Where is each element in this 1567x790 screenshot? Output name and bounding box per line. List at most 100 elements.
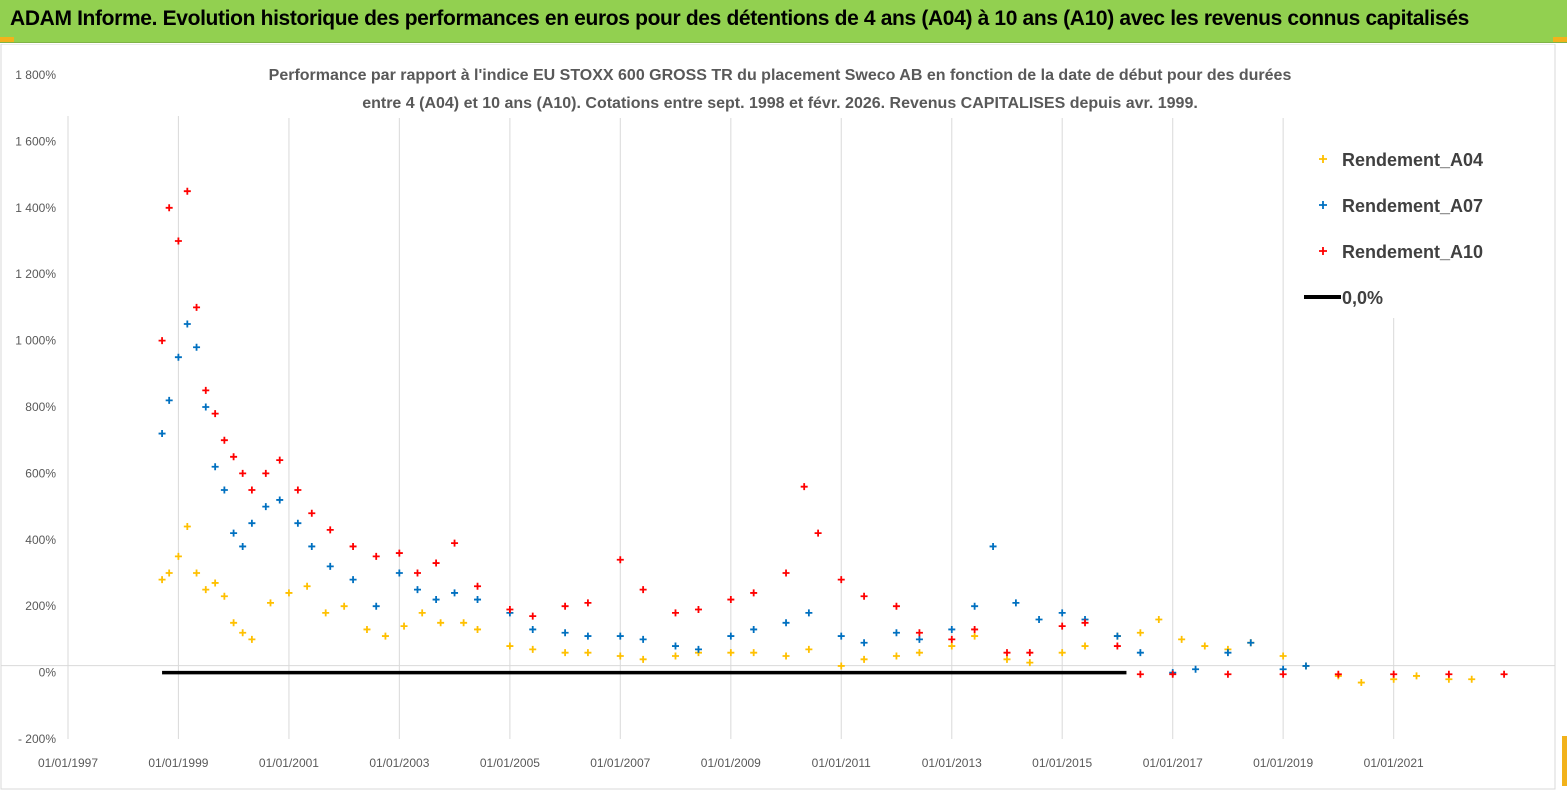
data-point xyxy=(165,569,173,577)
legend-marker-a07 xyxy=(1319,201,1327,209)
data-point xyxy=(1003,649,1011,657)
data-point xyxy=(266,599,274,607)
data-point xyxy=(1445,670,1453,678)
data-point xyxy=(220,486,228,494)
y-tick-label: 1 000% xyxy=(15,334,56,348)
data-point xyxy=(1026,659,1034,667)
data-point xyxy=(561,649,569,657)
data-point xyxy=(418,609,426,617)
data-point xyxy=(837,662,845,670)
data-point xyxy=(437,619,445,627)
data-point xyxy=(395,549,403,557)
data-point xyxy=(782,569,790,577)
data-point xyxy=(837,632,845,640)
data-point xyxy=(971,632,979,640)
data-point xyxy=(584,599,592,607)
data-point xyxy=(529,645,537,653)
data-point xyxy=(308,542,316,550)
chart-title-line-2: entre 4 (A04) et 10 ans (A10). Cotations… xyxy=(362,95,1198,112)
data-point xyxy=(211,463,219,471)
x-tick-label: 01/01/2007 xyxy=(590,756,650,770)
data-point xyxy=(1136,629,1144,637)
data-point xyxy=(727,596,735,604)
data-point xyxy=(727,632,735,640)
data-point xyxy=(506,642,514,650)
data-point xyxy=(616,632,624,640)
series-rendement-a04 xyxy=(158,523,1476,687)
x-tick-label: 01/01/2013 xyxy=(922,756,982,770)
y-tick-label: 200% xyxy=(25,599,56,613)
legend-marker-a04 xyxy=(1319,155,1327,163)
data-point xyxy=(805,645,813,653)
y-tick-label: - 200% xyxy=(18,732,56,746)
data-point xyxy=(915,629,923,637)
x-tick-label: 01/01/2019 xyxy=(1253,756,1313,770)
data-point xyxy=(158,337,166,345)
data-point xyxy=(1468,675,1476,683)
data-point xyxy=(915,649,923,657)
data-point xyxy=(1136,670,1144,678)
x-tick-label: 01/01/1999 xyxy=(148,756,208,770)
data-point xyxy=(989,542,997,550)
x-tick-label: 01/01/2011 xyxy=(812,756,871,770)
data-point xyxy=(915,635,923,643)
data-point xyxy=(451,589,459,597)
corner-accent xyxy=(1553,37,1567,42)
data-point xyxy=(1113,632,1121,640)
data-point xyxy=(584,632,592,640)
data-point xyxy=(1334,670,1342,678)
data-point xyxy=(211,410,219,418)
data-point xyxy=(474,582,482,590)
data-point xyxy=(529,625,537,633)
data-point xyxy=(671,652,679,660)
x-tick-label: 01/01/2021 xyxy=(1364,756,1424,770)
plot-area xyxy=(158,187,1508,687)
corner-accent xyxy=(0,37,14,42)
data-point xyxy=(1247,639,1255,647)
data-point xyxy=(800,483,808,491)
data-point xyxy=(158,576,166,584)
legend-label-a04: Rendement_A04 xyxy=(1342,150,1483,170)
data-point xyxy=(1155,615,1163,623)
data-point xyxy=(363,625,371,633)
data-point xyxy=(814,529,822,537)
data-point xyxy=(1178,635,1186,643)
data-point xyxy=(239,542,247,550)
data-point xyxy=(262,469,270,477)
performance-chart: 01/01/1997 01/01/1999 01/01/2001 01/01/2003… xyxy=(0,44,1556,790)
data-point xyxy=(1224,649,1232,657)
data-point xyxy=(948,635,956,643)
data-point xyxy=(432,559,440,567)
data-point xyxy=(948,625,956,633)
data-point xyxy=(671,642,679,650)
y-axis: - 200% 0% 200% 400% 600% 800% 1 000% 1 200% 1 40… xyxy=(15,68,56,746)
data-point xyxy=(220,592,228,600)
data-point xyxy=(474,596,482,604)
data-point xyxy=(432,596,440,604)
report-banner: ADAM Informe. Evolution historique des p… xyxy=(0,0,1567,43)
data-point xyxy=(248,635,256,643)
data-point xyxy=(193,569,201,577)
data-point xyxy=(202,586,210,594)
data-point xyxy=(174,552,182,560)
data-point xyxy=(193,303,201,311)
x-tick-label: 01/01/2017 xyxy=(1143,756,1203,770)
legend-label-a10: Rendement_A10 xyxy=(1342,242,1483,262)
x-axis: 01/01/1997 01/01/1999 01/01/2001 01/01/2003… xyxy=(38,756,1424,770)
data-point xyxy=(1012,599,1020,607)
x-tick-label: 01/01/2005 xyxy=(480,756,540,770)
data-point xyxy=(395,569,403,577)
legend: Rendement_A04 Rendement_A07 Rendement_A1… xyxy=(1290,116,1512,318)
data-point xyxy=(506,606,514,614)
data-point xyxy=(1113,642,1121,650)
data-point xyxy=(326,526,334,534)
data-point xyxy=(1035,615,1043,623)
data-point xyxy=(892,602,900,610)
x-tick-label: 01/01/2009 xyxy=(701,756,761,770)
y-tick-label: 1 800% xyxy=(15,68,56,82)
data-point xyxy=(529,612,537,620)
data-point xyxy=(694,606,702,614)
data-point xyxy=(971,625,979,633)
data-point xyxy=(694,645,702,653)
data-point xyxy=(1302,662,1310,670)
